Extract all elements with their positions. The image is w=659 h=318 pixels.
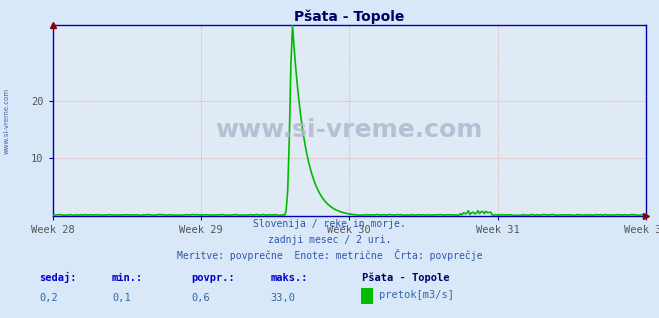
Text: povpr.:: povpr.: [191, 273, 235, 283]
Text: pretok[m3/s]: pretok[m3/s] [379, 290, 454, 300]
Text: 0,6: 0,6 [191, 293, 210, 302]
Text: zadnji mesec / 2 uri.: zadnji mesec / 2 uri. [268, 235, 391, 245]
Text: www.si-vreme.com: www.si-vreme.com [215, 118, 483, 142]
Text: Pšata - Topole: Pšata - Topole [362, 273, 450, 283]
Text: Slovenija / reke in morje.: Slovenija / reke in morje. [253, 219, 406, 229]
Text: 33,0: 33,0 [270, 293, 295, 302]
Title: Pšata - Topole: Pšata - Topole [294, 10, 405, 24]
Text: maks.:: maks.: [270, 273, 308, 283]
Text: 0,1: 0,1 [112, 293, 130, 302]
Text: 0,2: 0,2 [40, 293, 58, 302]
Text: Meritve: povprečne  Enote: metrične  Črta: povprečje: Meritve: povprečne Enote: metrične Črta:… [177, 249, 482, 261]
Text: min.:: min.: [112, 273, 143, 283]
Text: www.si-vreme.com: www.si-vreme.com [3, 88, 9, 154]
Text: sedaj:: sedaj: [40, 273, 77, 283]
